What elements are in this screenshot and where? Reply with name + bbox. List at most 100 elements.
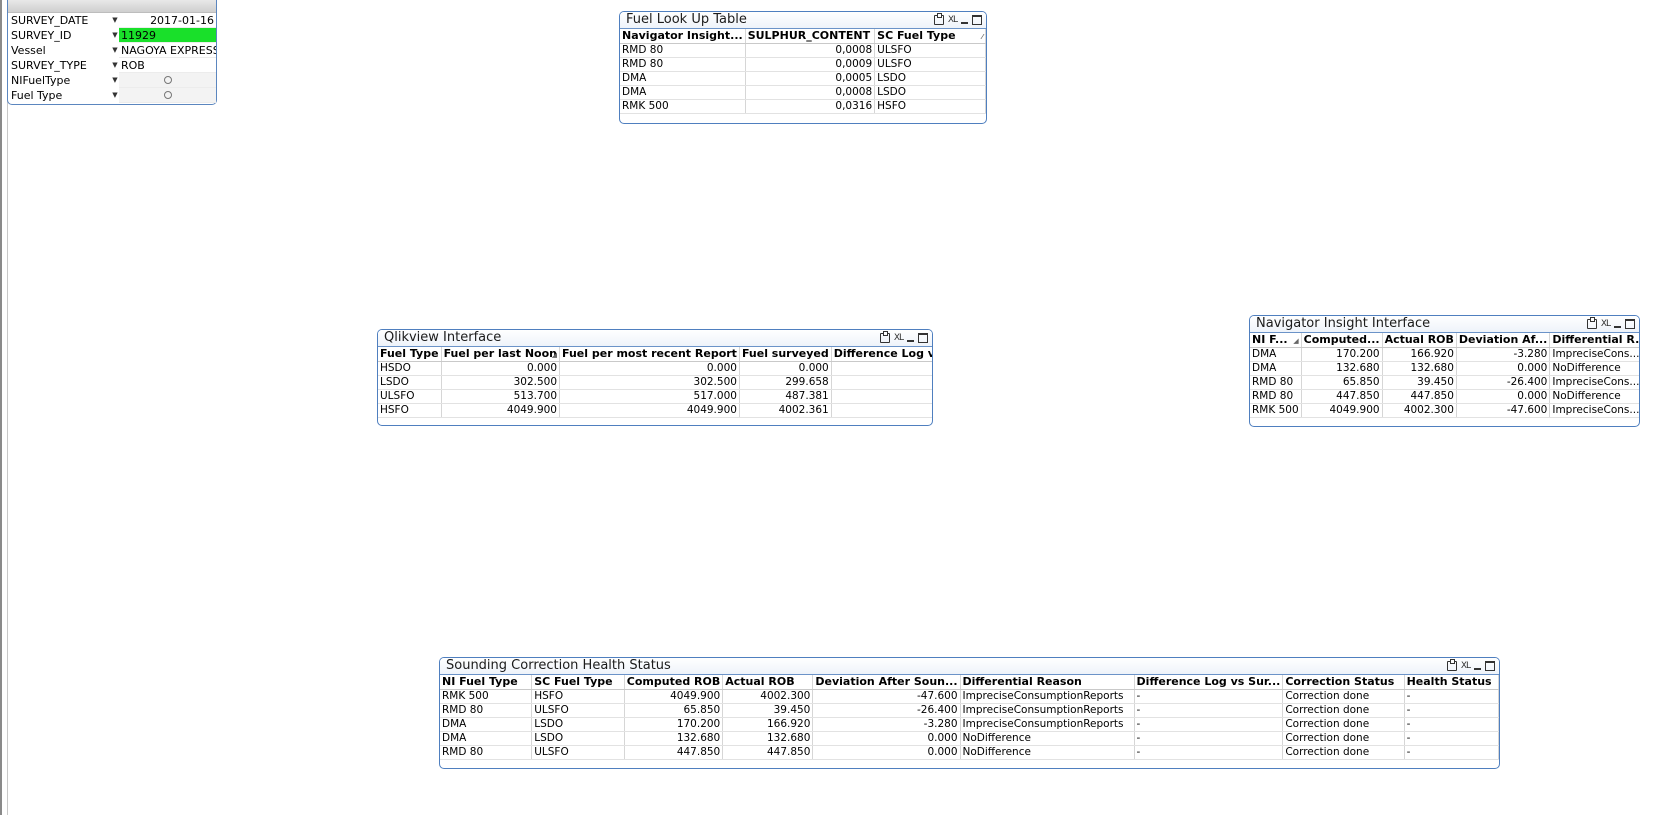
table-cell: 0,0008: [745, 85, 876, 100]
table-cell: 0.000: [739, 361, 832, 376]
print-icon[interactable]: [1586, 317, 1597, 329]
table-row[interactable]: DMA 0,0008 LSDO: [620, 85, 986, 100]
table-cell: ImpreciseCons...: [1549, 403, 1639, 418]
dropdown-caret-icon[interactable]: ▼: [112, 61, 118, 69]
maximize-icon[interactable]: [1485, 661, 1495, 671]
table-row[interactable]: DMA LSDO 170.200 166.920 -3.280 ImpreciseCons…: [440, 717, 1499, 732]
column-header[interactable]: NI Fuel Type: [440, 675, 533, 690]
column-header[interactable]: Fuel per last Noon ◢: [441, 347, 561, 362]
table-cell: DMA: [1250, 347, 1302, 362]
navigator-insight-table: Navigator Insight Interface XL NI F... ◢ C…: [1249, 315, 1640, 427]
table-cell: ULSFO: [531, 745, 625, 760]
column-header[interactable]: Computed ROB: [624, 675, 724, 690]
multibox-field-value[interactable]: [119, 73, 216, 88]
table-cell: 0.000: [812, 745, 961, 760]
column-header[interactable]: Fuel per most recent Report: [559, 347, 740, 362]
dropdown-caret-icon[interactable]: ▼: [112, 91, 118, 99]
excel-export-icon[interactable]: XL: [893, 333, 904, 343]
multibox-row[interactable]: NIFuelType ▼: [8, 73, 216, 88]
table-row[interactable]: RMK 500 0,0316 HSFO: [620, 99, 986, 114]
sort-indicator-icon[interactable]: ◢: [551, 351, 557, 359]
maximize-icon[interactable]: [918, 333, 928, 343]
multibox-row[interactable]: SURVEY_ID ▼ 11929: [8, 28, 216, 43]
column-header[interactable]: Difference Log vs Sur...: [1134, 675, 1284, 690]
dropdown-caret-icon[interactable]: ▼: [112, 16, 118, 24]
table-cell: -: [1134, 703, 1284, 718]
column-header[interactable]: Deviation After Soun...: [812, 675, 961, 690]
column-header[interactable]: SC Fuel Type ⁄: [874, 29, 986, 44]
maximize-icon[interactable]: [972, 15, 982, 25]
table-row[interactable]: RMD 80 65.850 39.450 -26.400 ImpreciseCons..…: [1250, 375, 1639, 390]
column-header[interactable]: Actual ROB: [722, 675, 814, 690]
excel-export-icon[interactable]: XL: [1460, 661, 1471, 671]
multibox-field-value[interactable]: NAGOYA EXPRESS: [119, 44, 216, 58]
table-cell: 0,0009: [745, 57, 876, 72]
table-row[interactable]: RMD 80 0,0009 ULSFO: [620, 57, 986, 72]
multibox-field-value[interactable]: ROB: [119, 58, 216, 73]
minimize-icon[interactable]: [907, 340, 914, 342]
table-row[interactable]: RMD 80 ULSFO 447.850 447.850 0.000 NoDifferen…: [440, 745, 1499, 760]
table-row[interactable]: DMA 0,0005 LSDO: [620, 71, 986, 86]
dropdown-caret-icon[interactable]: ▼: [112, 76, 118, 84]
print-icon[interactable]: [933, 13, 944, 25]
minimize-icon[interactable]: [1614, 326, 1621, 328]
multibox-field-value[interactable]: [119, 88, 216, 103]
table-row[interactable]: DMA 170.200 166.920 -3.280 ImpreciseCons...: [1250, 347, 1639, 362]
column-header[interactable]: Health Status: [1404, 675, 1499, 690]
print-icon[interactable]: [879, 331, 890, 343]
column-header[interactable]: Differential R...: [1549, 333, 1639, 348]
table-row[interactable]: RMD 80 ULSFO 65.850 39.450 -26.400 ImpreciseC…: [440, 703, 1499, 718]
dropdown-caret-icon[interactable]: ▼: [112, 46, 118, 54]
column-header[interactable]: Actual ROB: [1382, 333, 1457, 348]
column-header-label: Deviation After Soun...: [815, 675, 958, 688]
table-row[interactable]: RMD 80 0,0008 ULSFO: [620, 43, 986, 58]
column-header[interactable]: Differential Reason: [960, 675, 1135, 690]
multibox-row[interactable]: Vessel ▼ NAGOYA EXPRESS: [8, 43, 216, 58]
fuel-lookup-controls: XL: [933, 12, 982, 28]
multibox-row[interactable]: Fuel Type ▼: [8, 88, 216, 103]
minimize-icon[interactable]: [961, 22, 968, 24]
table-row[interactable]: RMD 80 447.850 447.850 0.000 NoDifference: [1250, 389, 1639, 404]
table-cell: RMD 80: [620, 43, 746, 58]
column-header[interactable]: SULPHUR_CONTENT: [745, 29, 876, 44]
excel-export-icon[interactable]: XL: [947, 15, 958, 25]
column-header[interactable]: Navigator Insight...: [620, 29, 746, 44]
table-row[interactable]: RMK 500 4049.900 4002.300 -47.600 ImpreciseC…: [1250, 403, 1639, 418]
table-cell: 4002.361: [739, 403, 832, 418]
table-cell: ImpreciseConsumptionReports: [960, 717, 1135, 732]
column-header[interactable]: NI F... ◢: [1250, 333, 1302, 348]
table-cell: 132.680: [624, 731, 724, 746]
table-cell: 0,0316: [745, 99, 876, 114]
multibox-field-value[interactable]: 11929: [119, 28, 216, 43]
print-icon[interactable]: [1446, 659, 1457, 671]
column-resize-icon[interactable]: ⁄: [981, 33, 983, 41]
column-header[interactable]: Fuel Type: [378, 347, 442, 362]
dropdown-caret-icon[interactable]: ▼: [112, 31, 118, 39]
minimize-icon[interactable]: [1474, 668, 1481, 670]
multibox-field-value[interactable]: 2017-01-16: [119, 13, 216, 28]
table-row[interactable]: DMA LSDO 132.680 132.680 0.000 NoDifference - C…: [440, 731, 1499, 746]
table-row[interactable]: RMK 500 HSFO 4049.900 4002.300 -47.600 Imprec…: [440, 689, 1499, 704]
table-cell: RMD 80: [1250, 375, 1302, 390]
multibox-row[interactable]: SURVEY_DATE ▼ 2017-01-16: [8, 13, 216, 28]
column-header[interactable]: Correction Status: [1282, 675, 1405, 690]
maximize-icon[interactable]: [1625, 319, 1635, 329]
multibox-row[interactable]: SURVEY_TYPE ▼ ROB: [8, 58, 216, 73]
table-cell: 447.850: [722, 745, 814, 760]
multibox-rows: SURVEY_DATE ▼ 2017-01-16 SURVEY_ID ▼ 11929 Ves…: [8, 13, 216, 103]
table-row[interactable]: DMA 132.680 132.680 0.000 NoDifference: [1250, 361, 1639, 376]
excel-export-icon[interactable]: XL: [1600, 319, 1611, 329]
column-header[interactable]: SC Fuel Type: [531, 675, 625, 690]
column-header[interactable]: Computed...: [1301, 333, 1383, 348]
multibox-field-label: Vessel: [11, 44, 46, 57]
sort-indicator-icon[interactable]: ◢: [1293, 337, 1299, 345]
column-header-label: Health Status: [1406, 675, 1492, 688]
navigator-insight-title-text: Navigator Insight Interface: [1256, 316, 1431, 331]
column-header[interactable]: Deviation Af...: [1456, 333, 1551, 348]
column-header[interactable]: Difference Log vs Survey: [831, 347, 932, 362]
column-header[interactable]: Fuel surveyed: [739, 347, 832, 362]
